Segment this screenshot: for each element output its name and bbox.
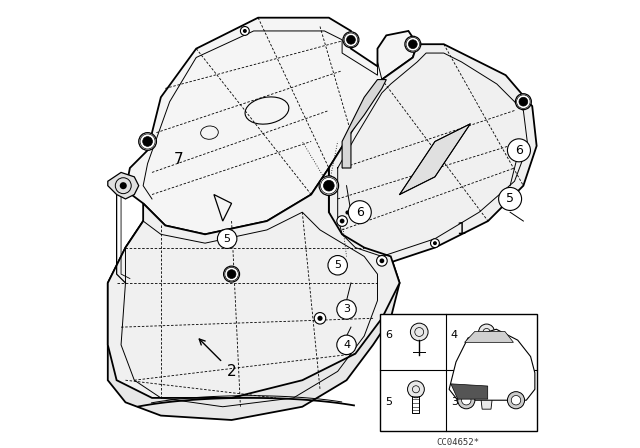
Bar: [380, 314, 536, 431]
Circle shape: [458, 392, 475, 409]
Polygon shape: [465, 332, 513, 342]
Text: 3: 3: [451, 397, 458, 407]
Polygon shape: [342, 80, 387, 168]
Polygon shape: [125, 17, 417, 234]
Text: 1: 1: [457, 222, 467, 237]
Text: 5: 5: [334, 260, 341, 270]
Circle shape: [405, 36, 420, 52]
Text: 3: 3: [343, 305, 350, 314]
Circle shape: [319, 176, 339, 195]
Circle shape: [328, 255, 348, 275]
Polygon shape: [329, 44, 536, 265]
Circle shape: [499, 187, 522, 211]
Circle shape: [376, 255, 387, 266]
Circle shape: [483, 385, 490, 392]
Circle shape: [519, 97, 528, 106]
Polygon shape: [449, 329, 535, 400]
Circle shape: [223, 266, 239, 282]
Text: 6: 6: [515, 144, 523, 157]
Circle shape: [317, 316, 323, 321]
Polygon shape: [108, 172, 139, 199]
Circle shape: [227, 270, 236, 279]
Circle shape: [218, 229, 237, 249]
Circle shape: [478, 380, 495, 397]
Circle shape: [143, 137, 152, 146]
Circle shape: [241, 26, 249, 35]
Circle shape: [479, 324, 495, 340]
Circle shape: [380, 258, 384, 263]
Polygon shape: [108, 168, 399, 398]
Circle shape: [508, 392, 525, 409]
Text: 2: 2: [227, 364, 236, 379]
Circle shape: [120, 182, 127, 189]
Circle shape: [243, 29, 247, 33]
Circle shape: [337, 335, 356, 354]
Circle shape: [314, 313, 326, 324]
Circle shape: [408, 40, 417, 48]
Circle shape: [337, 300, 356, 319]
Circle shape: [431, 239, 440, 248]
Circle shape: [337, 216, 348, 226]
Text: 4: 4: [343, 340, 350, 350]
Circle shape: [408, 381, 424, 398]
Text: 6: 6: [385, 330, 392, 340]
Circle shape: [348, 201, 371, 224]
Circle shape: [323, 181, 334, 191]
Circle shape: [410, 323, 428, 341]
Text: 7: 7: [173, 152, 183, 167]
Circle shape: [340, 219, 344, 224]
Text: CC04652*: CC04652*: [436, 438, 479, 447]
Polygon shape: [451, 384, 488, 399]
Circle shape: [511, 396, 521, 405]
Text: 6: 6: [356, 206, 364, 219]
Text: 4: 4: [451, 330, 458, 340]
Circle shape: [139, 133, 156, 151]
Text: 5: 5: [385, 397, 392, 407]
Circle shape: [515, 94, 531, 110]
Polygon shape: [481, 394, 493, 409]
Polygon shape: [399, 124, 470, 194]
Circle shape: [433, 241, 437, 245]
Text: 5: 5: [223, 234, 230, 244]
Circle shape: [508, 139, 531, 162]
Polygon shape: [108, 194, 399, 420]
Text: 5: 5: [506, 193, 514, 206]
Circle shape: [461, 396, 471, 405]
Circle shape: [343, 32, 359, 48]
Circle shape: [347, 35, 355, 44]
